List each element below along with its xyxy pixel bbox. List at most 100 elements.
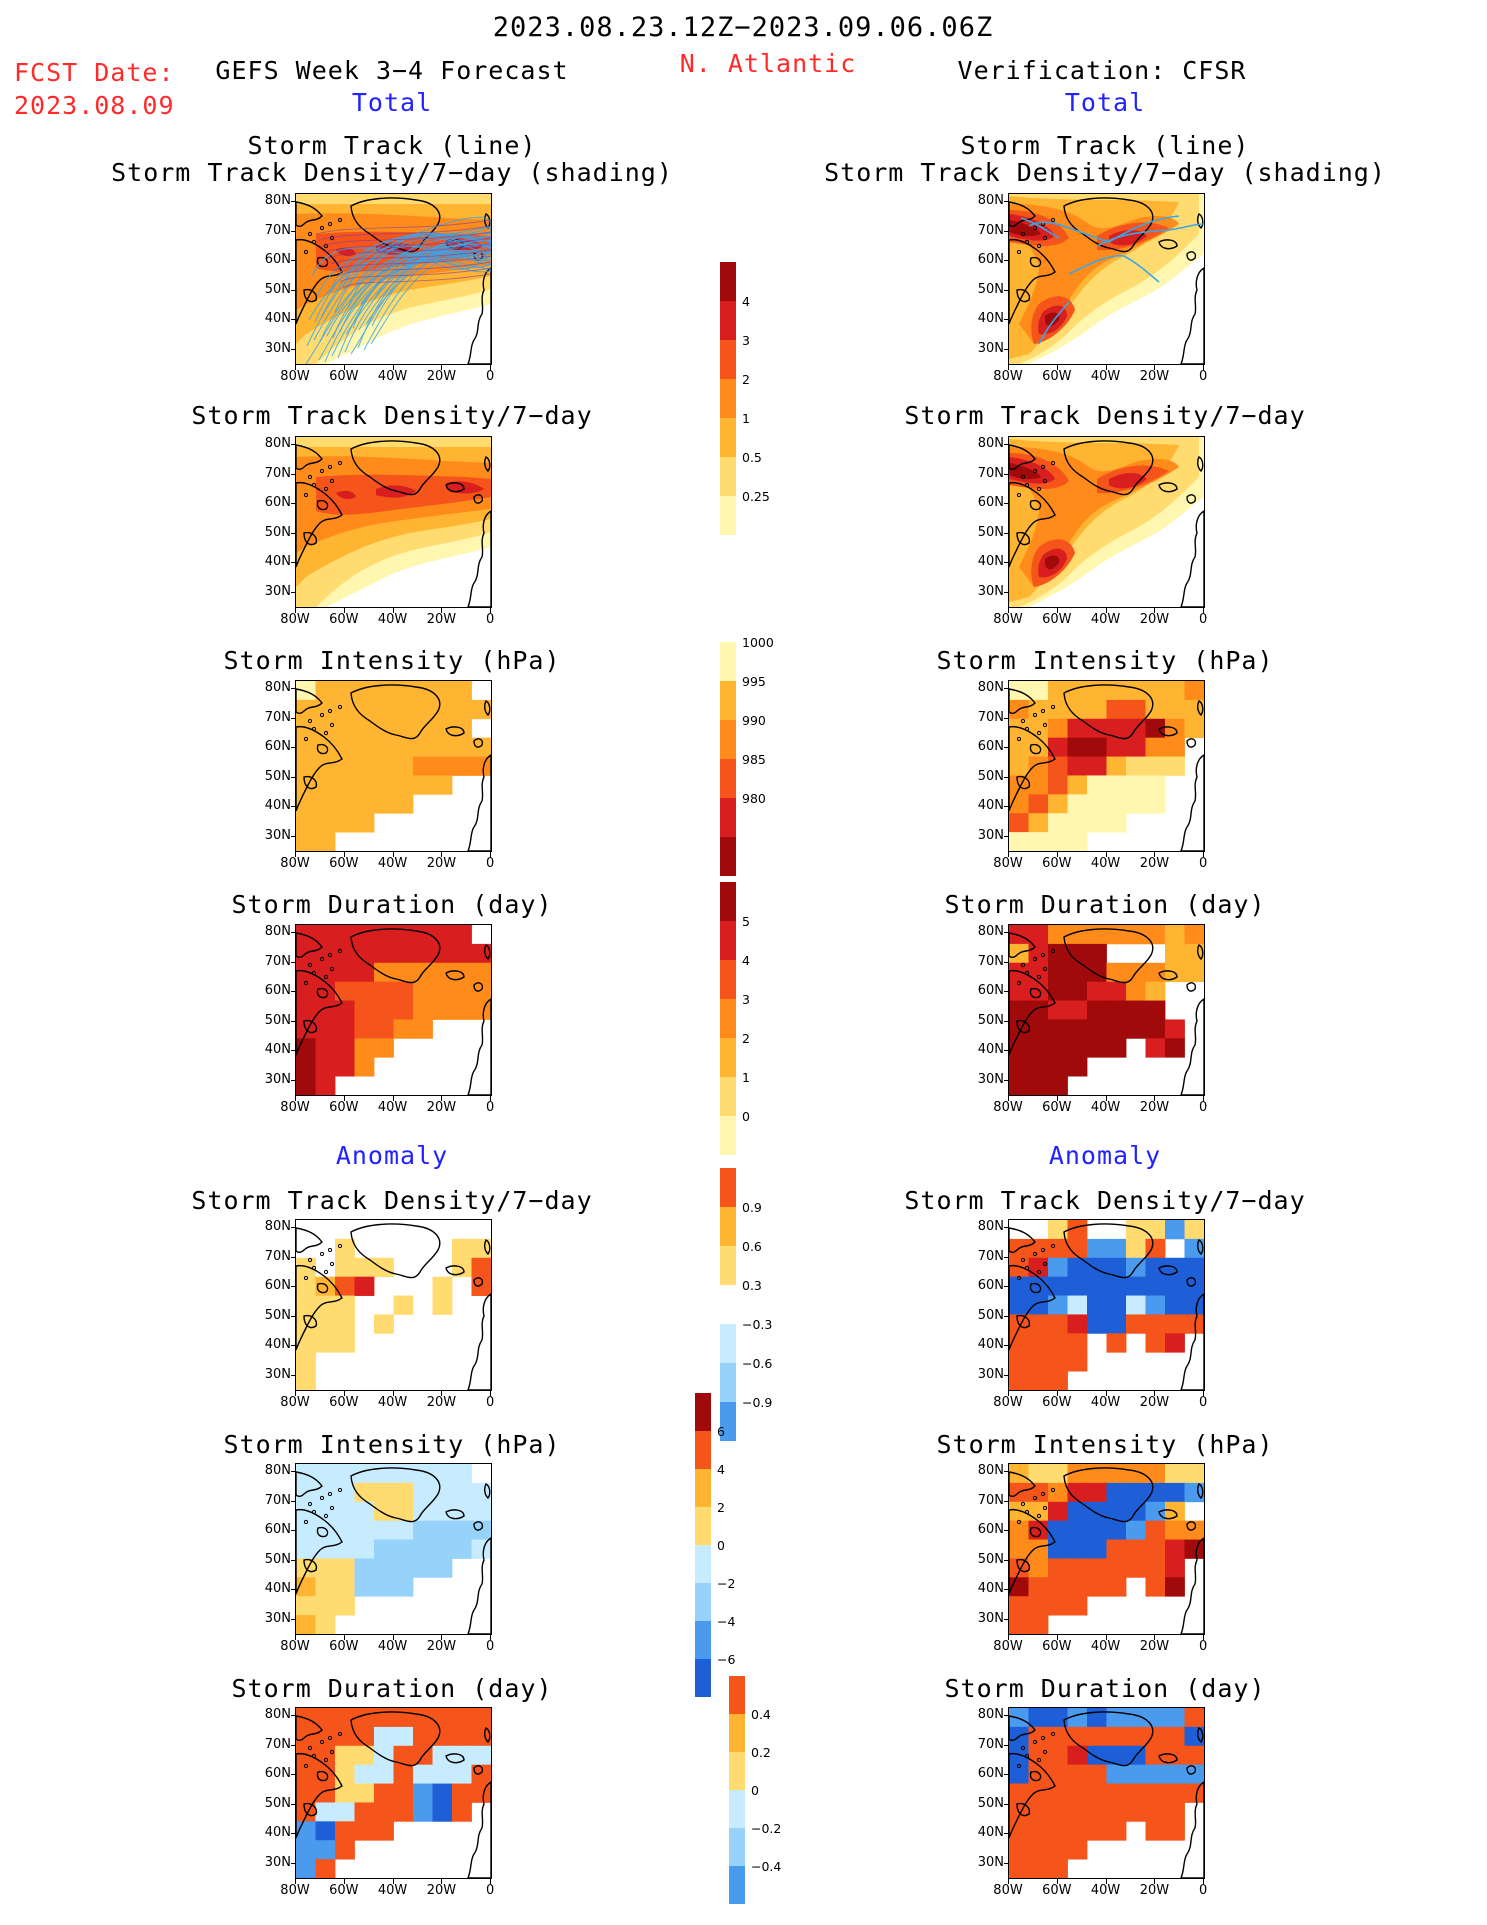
grid-cell bbox=[1009, 1501, 1029, 1522]
grid-cell bbox=[1087, 925, 1107, 945]
grid-cell bbox=[354, 1764, 375, 1784]
grid-cell bbox=[1184, 1295, 1204, 1315]
colorbar-segment bbox=[720, 681, 736, 720]
colorbar-label: −4 bbox=[717, 1614, 736, 1629]
grid-cell bbox=[354, 1539, 375, 1559]
grid-cell bbox=[374, 981, 394, 1001]
grid-cell bbox=[1184, 925, 1204, 945]
grid-cell bbox=[315, 1783, 336, 1803]
grid-cell bbox=[393, 1577, 414, 1597]
grid-cell bbox=[1145, 1220, 1166, 1240]
storm-track-line bbox=[365, 224, 491, 325]
grid-cell bbox=[471, 1708, 491, 1728]
coastline-5 bbox=[445, 1509, 465, 1520]
colorbar-segment bbox=[720, 301, 736, 340]
grid-cell bbox=[1106, 1238, 1127, 1259]
grid-cell bbox=[354, 1057, 375, 1077]
grid-cell bbox=[315, 813, 336, 833]
lat-tick-mark bbox=[1004, 503, 1009, 504]
coastline-4 bbox=[1029, 743, 1042, 755]
grid-cell bbox=[1126, 1238, 1146, 1259]
grid-cell bbox=[1028, 1802, 1049, 1822]
grid-cell bbox=[471, 1257, 491, 1278]
grid-cell bbox=[452, 1802, 472, 1822]
grid-cell bbox=[1009, 1276, 1029, 1296]
grid-cell bbox=[1028, 943, 1049, 964]
grid-cell bbox=[1067, 1276, 1088, 1296]
grid-cell bbox=[1028, 1333, 1049, 1353]
grid-cell bbox=[296, 1000, 316, 1020]
grid-layer bbox=[296, 1464, 491, 1634]
grid-cell bbox=[1048, 813, 1068, 833]
island-0 bbox=[307, 1257, 313, 1263]
island-3 bbox=[1040, 1247, 1046, 1253]
grid-cell bbox=[1145, 1464, 1166, 1484]
grid-cell bbox=[335, 813, 355, 833]
grid-cell bbox=[1028, 1038, 1049, 1058]
grid-cell bbox=[1106, 1821, 1127, 1841]
lat-tick-mark bbox=[291, 1256, 296, 1258]
grid-cell bbox=[335, 1276, 355, 1296]
grid-cell bbox=[374, 1783, 394, 1803]
grid-cell bbox=[374, 699, 394, 720]
coastline-3 bbox=[1016, 531, 1031, 546]
left-anomaly-label: Anomaly bbox=[335, 1141, 449, 1170]
grid-cell bbox=[1145, 1038, 1166, 1058]
grid-cell bbox=[296, 1352, 316, 1372]
island-2 bbox=[319, 468, 325, 474]
lon-tick: 0 bbox=[486, 369, 495, 384]
grid-cell bbox=[1145, 737, 1166, 757]
grid-cell bbox=[354, 1783, 375, 1803]
grid-cell bbox=[1126, 1539, 1146, 1559]
grid-cell bbox=[335, 1057, 355, 1077]
colorbar-label: 2 bbox=[742, 1031, 750, 1046]
grid-cell bbox=[315, 718, 336, 739]
grid-cell bbox=[374, 1000, 394, 1020]
grid-cell bbox=[393, 1764, 414, 1784]
colorbar-graphic bbox=[720, 1168, 736, 1441]
lat-tick-mark bbox=[1004, 348, 1009, 350]
lon-tick-mark bbox=[295, 1096, 296, 1101]
left-duration-title: Storm Duration (day) bbox=[231, 890, 553, 919]
lon-tick: 60W bbox=[1042, 1883, 1072, 1898]
grid-cell bbox=[413, 756, 433, 776]
island-5 bbox=[1016, 492, 1022, 498]
grid-cell bbox=[335, 962, 355, 983]
lat-tick: 70N bbox=[264, 953, 291, 969]
grid-cell bbox=[1048, 1726, 1068, 1747]
island-0 bbox=[1020, 231, 1026, 237]
colorbar-segment bbox=[720, 457, 736, 496]
island-2 bbox=[1032, 225, 1038, 231]
coastline-8 bbox=[1196, 1239, 1204, 1256]
grid-cell bbox=[1087, 1464, 1107, 1484]
grid-cell bbox=[1009, 1076, 1029, 1095]
lat-tick: 50N bbox=[977, 1795, 1004, 1811]
island-4 bbox=[337, 1731, 343, 1737]
coastline-6 bbox=[467, 267, 491, 364]
coastline-7 bbox=[1186, 1765, 1197, 1775]
lat-tick: 60N bbox=[977, 983, 1004, 998]
grid-cell bbox=[1087, 1764, 1107, 1784]
lon-tick: 0 bbox=[486, 1883, 495, 1898]
coastline-7 bbox=[1186, 1521, 1197, 1531]
grid-cell bbox=[354, 775, 375, 795]
grid-cell bbox=[393, 737, 414, 757]
map-fcst-anom-intensity bbox=[295, 1463, 492, 1635]
lon-tick-mark bbox=[490, 365, 492, 370]
storm-track-line bbox=[360, 224, 491, 305]
coastline-6 bbox=[467, 510, 491, 607]
grid-cell bbox=[374, 1802, 394, 1822]
lat-tick: 50N bbox=[977, 1551, 1004, 1567]
grid-cell bbox=[1106, 1726, 1127, 1747]
island-1 bbox=[1024, 239, 1030, 245]
grid-cell bbox=[1087, 1577, 1107, 1597]
coastline-6 bbox=[1180, 1781, 1204, 1878]
grid-cell bbox=[1087, 1745, 1107, 1766]
map-fcst-intensity bbox=[295, 680, 492, 852]
grid-cell bbox=[1048, 1802, 1068, 1822]
grid-cell bbox=[413, 1764, 433, 1784]
grid-cell bbox=[432, 1501, 453, 1522]
grid-cell bbox=[393, 775, 414, 795]
left-anom-duration-title: Storm Duration (day) bbox=[231, 1674, 553, 1703]
lon-tick: 20W bbox=[1139, 1395, 1170, 1410]
